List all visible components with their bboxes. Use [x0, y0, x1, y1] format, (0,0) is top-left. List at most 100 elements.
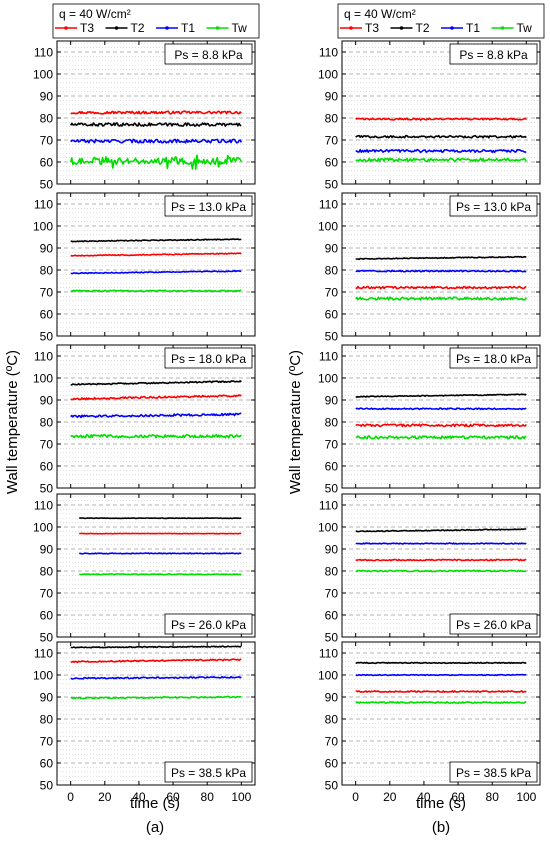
series-line-tw: [70, 695, 242, 700]
panel-b-5: 50 60 70 80 90 100 110 0 20 40 60 80 100 Ps = 38.5 kP…: [318, 641, 541, 804]
series-line-t2: [70, 380, 242, 386]
legend-marker: [114, 26, 119, 30]
series-line-tw: [355, 157, 527, 163]
y-tick-label: 70: [325, 587, 339, 601]
annotation-text: Ps = 18.0 kPa: [171, 352, 246, 366]
annotation-text: Ps = 26.0 kPa: [456, 618, 531, 632]
y-tick-label: 110: [319, 46, 338, 60]
annotation-text: Ps = 18.0 kPa: [456, 352, 531, 366]
x-tick-label: 60: [166, 790, 180, 804]
y-tick-label: 60: [325, 308, 339, 322]
y-tick-label: 50: [325, 482, 339, 496]
y-tick-label: 90: [40, 543, 54, 557]
series-line-t3: [70, 110, 242, 115]
series-line-t3: [355, 117, 527, 121]
series-line-t1: [70, 269, 242, 275]
plot-frame: [341, 493, 541, 638]
annotation-text: Ps = 13.0 kPa: [171, 200, 246, 214]
y-tick-label: 100: [318, 521, 338, 535]
y-tick-label: 70: [325, 438, 339, 452]
legend-title: q = 40 W/cm²: [59, 7, 131, 21]
x-tick-label: 20: [383, 790, 397, 804]
annotation-box: [164, 613, 253, 635]
x-tick-label: 80: [201, 790, 215, 804]
y-tick-label: 80: [40, 713, 54, 727]
y-tick-label: 80: [40, 264, 54, 278]
y-tick-label: 60: [40, 460, 54, 474]
series-line-t2: [70, 238, 242, 243]
legend-label-t2: T2: [131, 21, 145, 35]
x-tick-label: 60: [451, 790, 465, 804]
panel-b-3: 50 60 70 80 90 100 110 Ps = 18.0 kPa: [318, 344, 541, 496]
series-line-t3: [355, 689, 527, 694]
x-tick-label: 40: [132, 790, 146, 804]
y-tick-label: 90: [40, 242, 54, 256]
y-tick-label: 50: [325, 779, 339, 793]
y-tick-label: 90: [40, 691, 54, 705]
y-tick-label: 70: [325, 134, 339, 148]
annotation-text: Ps = 8.8 kPa: [174, 48, 243, 62]
y-tick-label: 50: [325, 631, 339, 645]
y-tick-label: 100: [33, 68, 53, 82]
x-axis-label-b: time (s): [416, 795, 466, 812]
y-tick-label: 110: [319, 647, 338, 661]
panel-a-3: 50 60 70 80 90 100 110 Ps = 18.0 kPa: [33, 344, 256, 496]
legend-marker: [215, 26, 220, 30]
panel-a-2: 50 60 70 80 90 100 110 Ps = 13.0 kPa: [33, 192, 256, 344]
panel-b-4: 50 60 70 80 90 100 110 Ps = 26.0 kPa: [318, 493, 541, 645]
x-tick-label: 0: [352, 790, 359, 804]
y-tick-label: 80: [325, 416, 339, 430]
series-line-t1: [355, 148, 527, 154]
legend-label-t3: T3: [365, 21, 379, 35]
series-line-t2: [355, 528, 527, 533]
annotation-box: [164, 347, 253, 369]
y-tick-label: 60: [325, 156, 339, 170]
series-line-t3: [355, 423, 527, 428]
legend-marker: [165, 26, 169, 30]
series-line-t1: [79, 552, 242, 555]
panel-a-1: 50 60 70 80 90 100 110 Ps = 8.8 kPa: [33, 40, 256, 192]
y-tick-label: 60: [325, 460, 339, 474]
y-tick-label: 110: [319, 198, 338, 212]
y-tick-label: 50: [40, 330, 54, 344]
y-tick-label: 90: [40, 90, 54, 104]
y-tick-label: 70: [40, 286, 54, 300]
y-tick-label: 80: [325, 112, 339, 126]
y-tick-label: 70: [325, 286, 339, 300]
y-tick-label: 90: [40, 394, 54, 408]
legend-label-t1: T1: [181, 21, 195, 35]
y-tick-label: 100: [318, 669, 338, 683]
x-tick-label: 20: [98, 790, 112, 804]
annotation-box: [449, 195, 538, 217]
y-tick-label: 80: [40, 416, 54, 430]
y-tick-label: 50: [40, 178, 54, 192]
series-line-t2: [70, 645, 242, 649]
plot-frame: [56, 641, 256, 786]
plot-frame: [341, 344, 541, 489]
x-tick-label: 80: [486, 790, 500, 804]
y-tick-label: 100: [318, 372, 338, 386]
y-tick-label: 100: [33, 521, 53, 535]
series-line-t1: [355, 407, 527, 411]
series-line-t1: [355, 269, 527, 273]
y-tick-label: 70: [325, 735, 339, 749]
legend-title: q = 40 W/cm²: [344, 7, 416, 21]
y-tick-label: 50: [40, 631, 54, 645]
plot-frame: [56, 40, 256, 185]
y-tick-label: 60: [325, 609, 339, 623]
y-tick-label: 110: [34, 198, 53, 212]
y-tick-label: 80: [40, 565, 54, 579]
y-tick-label: 70: [40, 438, 54, 452]
y-tick-label: 90: [325, 691, 339, 705]
plot-frame: [56, 493, 256, 638]
y-tick-label: 90: [325, 394, 339, 408]
series-line-t2: [70, 122, 242, 127]
annotation-box: [449, 347, 538, 369]
x-tick-label: 0: [67, 790, 74, 804]
series-line-tw: [79, 573, 242, 576]
y-tick-label: 60: [40, 308, 54, 322]
legend-box: [52, 3, 260, 39]
plot-frame: [341, 192, 541, 337]
legend-marker: [64, 26, 68, 30]
legend-box: [337, 3, 545, 39]
